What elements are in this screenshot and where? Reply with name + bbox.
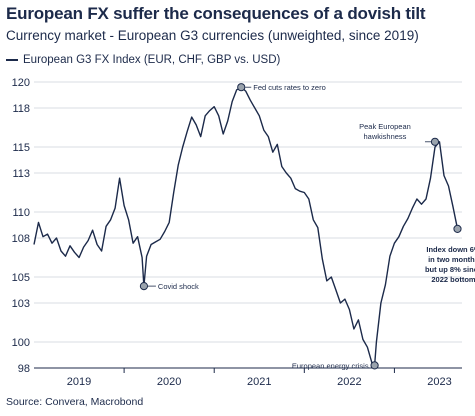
y-tick-label: 110 [12, 207, 30, 219]
y-tick-label: 115 [12, 142, 30, 154]
chart-legend: European G3 FX Index (EUR, CHF, GBP vs. … [6, 54, 280, 66]
x-axis [34, 367, 462, 373]
annotation-label: Peak European [359, 122, 411, 131]
annotation-label: European energy crisis [292, 361, 369, 370]
chart-subtitle: Currency market - European G3 currencies… [6, 28, 419, 43]
x-tick-label: 2020 [157, 376, 181, 388]
annotation-label: Covid shock [158, 282, 199, 291]
annotation-label: but up 8% since [425, 265, 475, 274]
annotation-label: in two months [428, 255, 475, 264]
x-tick-label: 2021 [247, 376, 271, 388]
event-marker [370, 361, 379, 370]
y-tick-label: 105 [12, 272, 30, 284]
annotation-label: hawkishness [363, 132, 406, 141]
source-note: Source: Convera, Macrobond [6, 396, 144, 408]
y-tick-label: 113 [12, 168, 30, 180]
event-marker [453, 224, 462, 233]
legend-label: European G3 FX Index (EUR, CHF, GBP vs. … [23, 54, 281, 66]
annotation-label: Index down 6% [426, 245, 475, 254]
y-tick-label: 103 [12, 298, 30, 310]
x-axis-ticks: 2019 2020 2021 2022 2023 [67, 376, 452, 388]
series-line [33, 86, 459, 367]
x-tick-label: 2023 [427, 376, 451, 388]
x-tick-label: 2022 [337, 376, 361, 388]
series-layer [33, 86, 459, 367]
annotation-layer: Covid shock Fed cuts rates to zero Europea… [158, 83, 475, 370]
event-marker [237, 83, 246, 92]
marker-layer [139, 83, 462, 370]
legend-swatch [6, 59, 18, 61]
y-tick-label: 98 [18, 363, 30, 375]
chart-title: European FX suffer the consequences of a… [6, 4, 426, 23]
y-tick-label: 100 [12, 337, 30, 349]
x-tick-label: 2019 [67, 376, 91, 388]
y-tick-label: 120 [12, 77, 30, 89]
event-marker [139, 282, 149, 291]
annotation-label: Fed cuts rates to zero [253, 83, 326, 92]
annotation-label: 2022 bottom [431, 275, 475, 284]
y-tick-label: 108 [12, 233, 30, 245]
y-tick-label: 118 [12, 103, 30, 115]
y-axis-ticks: 98 100 103 105 108 110 113 115 118 120 [12, 77, 30, 375]
event-marker [430, 137, 440, 146]
